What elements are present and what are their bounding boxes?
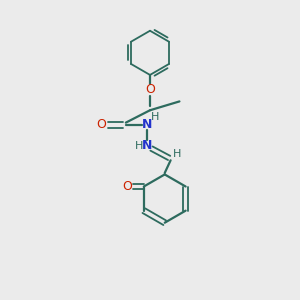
- Text: H: H: [151, 112, 160, 122]
- Text: N: N: [142, 139, 152, 152]
- Text: O: O: [97, 118, 106, 131]
- Text: H: H: [135, 141, 143, 151]
- Text: O: O: [145, 83, 155, 96]
- Text: N: N: [142, 118, 152, 131]
- Text: H: H: [173, 149, 181, 159]
- Text: O: O: [123, 180, 133, 193]
